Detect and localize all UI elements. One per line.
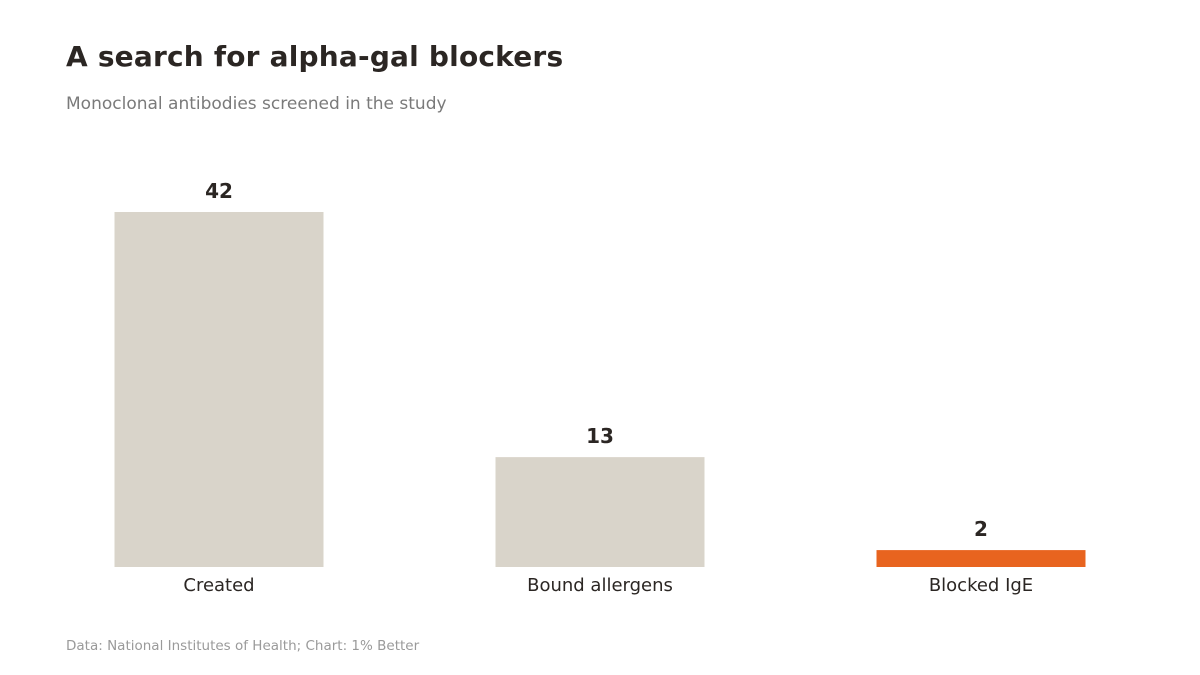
value-label: 42 <box>205 179 233 203</box>
chart-subtitle: Monoclonal antibodies screened in the st… <box>66 94 447 114</box>
bar-blocked-ige <box>876 550 1086 567</box>
value-label: 13 <box>586 424 614 448</box>
category-label: Created <box>183 575 254 596</box>
bar-bound-allergens <box>495 457 705 567</box>
bar-created <box>114 212 324 567</box>
category-label: Blocked IgE <box>929 575 1033 596</box>
category-label: Bound allergens <box>527 575 673 596</box>
chart-title: A search for alpha-gal blockers <box>66 40 564 73</box>
source-note: Data: National Institutes of Health; Cha… <box>66 638 420 654</box>
value-label: 2 <box>974 517 988 541</box>
bar-chart: 42 Created 13 Bound allergens 2 Blocked IgE <box>114 179 1086 596</box>
